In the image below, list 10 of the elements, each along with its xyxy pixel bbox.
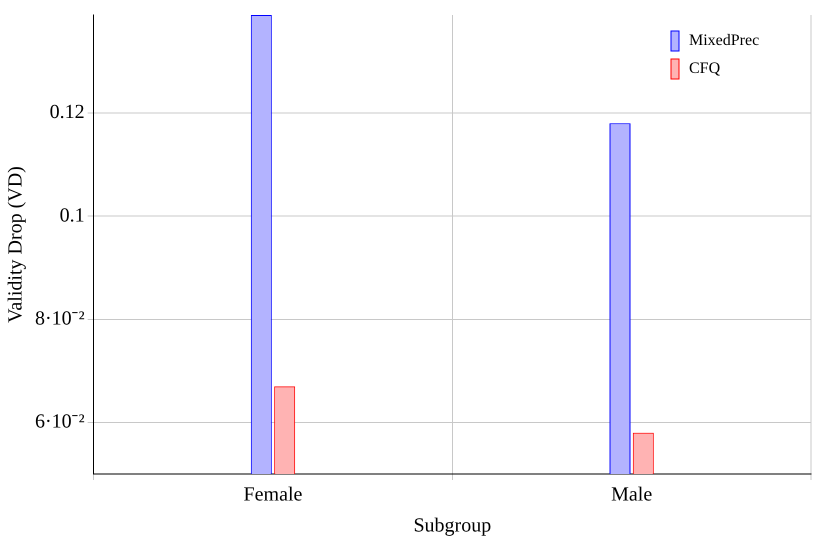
x-axis-title: Subgroup <box>413 514 492 536</box>
legend-label: CFQ <box>689 60 721 78</box>
x-tick-label: Male <box>611 483 652 506</box>
y-tick-label: 6·10⁻² <box>35 410 85 433</box>
y-axis-title: Validity Drop (VD) <box>4 166 26 323</box>
x-tick-label: Female <box>244 483 303 506</box>
y-tick-label: 0.1 <box>60 204 85 226</box>
legend-label: MixedPrec <box>689 32 760 50</box>
y-tick-label: 0.12 <box>50 101 85 124</box>
y-tick-label: 8·10⁻² <box>35 308 85 330</box>
